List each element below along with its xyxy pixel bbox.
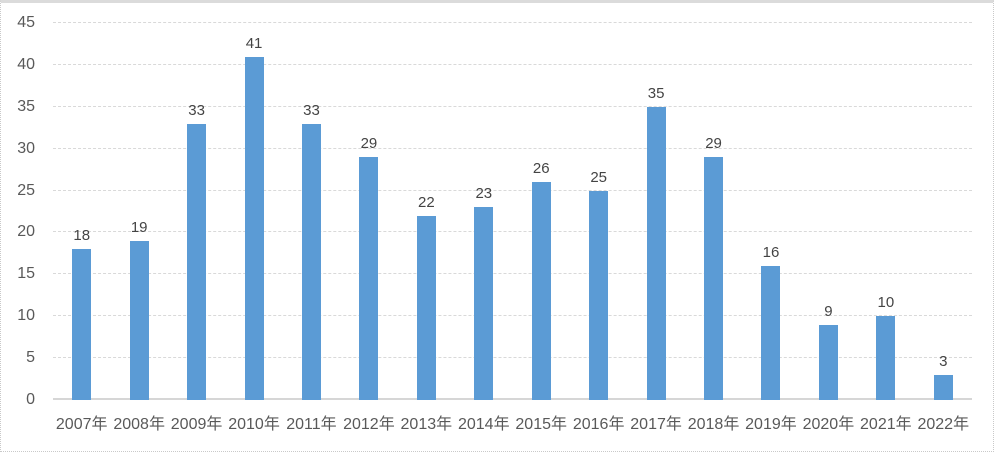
bar-slot: 9 [800,23,857,400]
gridline [53,147,972,149]
bar-value-label: 18 [73,227,91,245]
y-tick-label: 5 [26,349,35,367]
bar-slot: 22 [398,23,455,400]
bar-value-label: 41 [245,34,263,52]
x-tick-label: 2018年 [687,416,740,433]
bar-value-label: 9 [824,302,833,320]
x-tick-label: 2021年 [860,416,912,433]
bar [818,324,838,400]
bar [474,207,494,400]
bar [301,123,321,400]
bar [72,249,92,400]
bar-slot: 29 [340,23,397,400]
gridline [53,189,972,191]
bar-value-label: 10 [877,294,895,312]
gridline [53,315,972,317]
x-axis-labels: 2007年 2008年 2009年 2010年 2011年 2012年 2013年 2014年… [53,415,972,434]
y-tick-label: 20 [17,223,35,241]
y-tick-label: 45 [17,14,35,31]
x-tick-label: 2010年 [228,416,280,433]
bar-slot: 18 [53,23,110,400]
bar-slot: 19 [110,23,167,400]
bar-slot: 26 [513,23,570,400]
plot-area: 18 19 33 41 33 29 22 23 26 25 35 29 16 9 10 3 [53,22,972,400]
bar [761,265,781,400]
bar-slot: 3 [915,23,972,400]
bar-value-label: 3 [939,352,948,370]
bars: 18 19 33 41 33 29 22 23 26 25 35 29 16 9 10 3 [53,23,972,400]
bar [646,106,666,400]
bar-slot: 25 [570,23,627,400]
bar-value-label: 25 [590,168,607,186]
gridline [53,273,972,275]
gridline [53,22,972,23]
x-tick-label: 2012年 [343,416,395,433]
bar-value-label: 22 [418,193,435,211]
bar-value-label: 35 [647,84,665,102]
y-tick-label: 25 [17,181,35,199]
bar-value-label: 33 [303,101,320,119]
bar-value-label: 29 [705,135,722,153]
bar-slot: 41 [225,23,282,400]
y-tick-label: 10 [17,307,35,325]
y-tick-label: 15 [17,265,35,283]
x-tick-label: 2015年 [515,416,568,433]
gridline [53,231,972,233]
x-tick-label: 2011年 [286,416,337,433]
bar [244,56,264,400]
bar-value-label: 26 [532,160,550,178]
x-axis-line [53,398,972,400]
y-tick-label: 35 [17,97,35,115]
bar-value-label: 23 [475,185,493,203]
bar [416,215,436,400]
bar-slot: 16 [742,23,799,400]
bar [933,374,953,400]
bar-value-label: 33 [188,101,205,119]
x-tick-label: 2022年 [917,416,970,433]
bar [187,123,207,400]
bar-value-label: 29 [360,135,378,153]
gridline [53,63,972,65]
bar [129,240,149,400]
x-tick-label: 2017年 [630,416,682,433]
y-tick-label: 40 [17,55,35,73]
x-tick-label: 2007年 [55,416,108,433]
bar-slot: 33 [168,23,225,400]
bar-slot: 10 [857,23,914,400]
bar-slot: 23 [455,23,512,400]
bar [876,316,896,400]
x-tick-label: 2016年 [572,416,625,433]
x-tick-label: 2019年 [745,416,797,433]
x-tick-label: 2013年 [400,416,453,433]
x-tick-label: 2008年 [113,416,165,433]
gridline [53,105,972,107]
bar-value-label: 16 [762,243,780,261]
x-tick-label: 2020年 [802,416,855,433]
x-tick-label: 2009年 [170,416,223,433]
bar [359,157,379,400]
bar-slot: 35 [627,23,684,400]
bar [531,182,551,400]
bar [704,157,724,400]
bar-slot: 33 [283,23,340,400]
y-tick-label: 0 [26,391,35,408]
gridline [53,357,972,359]
bar-slot: 29 [685,23,742,400]
y-tick-label: 30 [17,139,35,157]
x-tick-label: 2014年 [457,416,510,433]
y-axis-labels: 0 5 10 15 20 25 30 35 40 45 [1,15,39,408]
bar-value-label: 19 [130,218,148,236]
bar [589,190,609,400]
